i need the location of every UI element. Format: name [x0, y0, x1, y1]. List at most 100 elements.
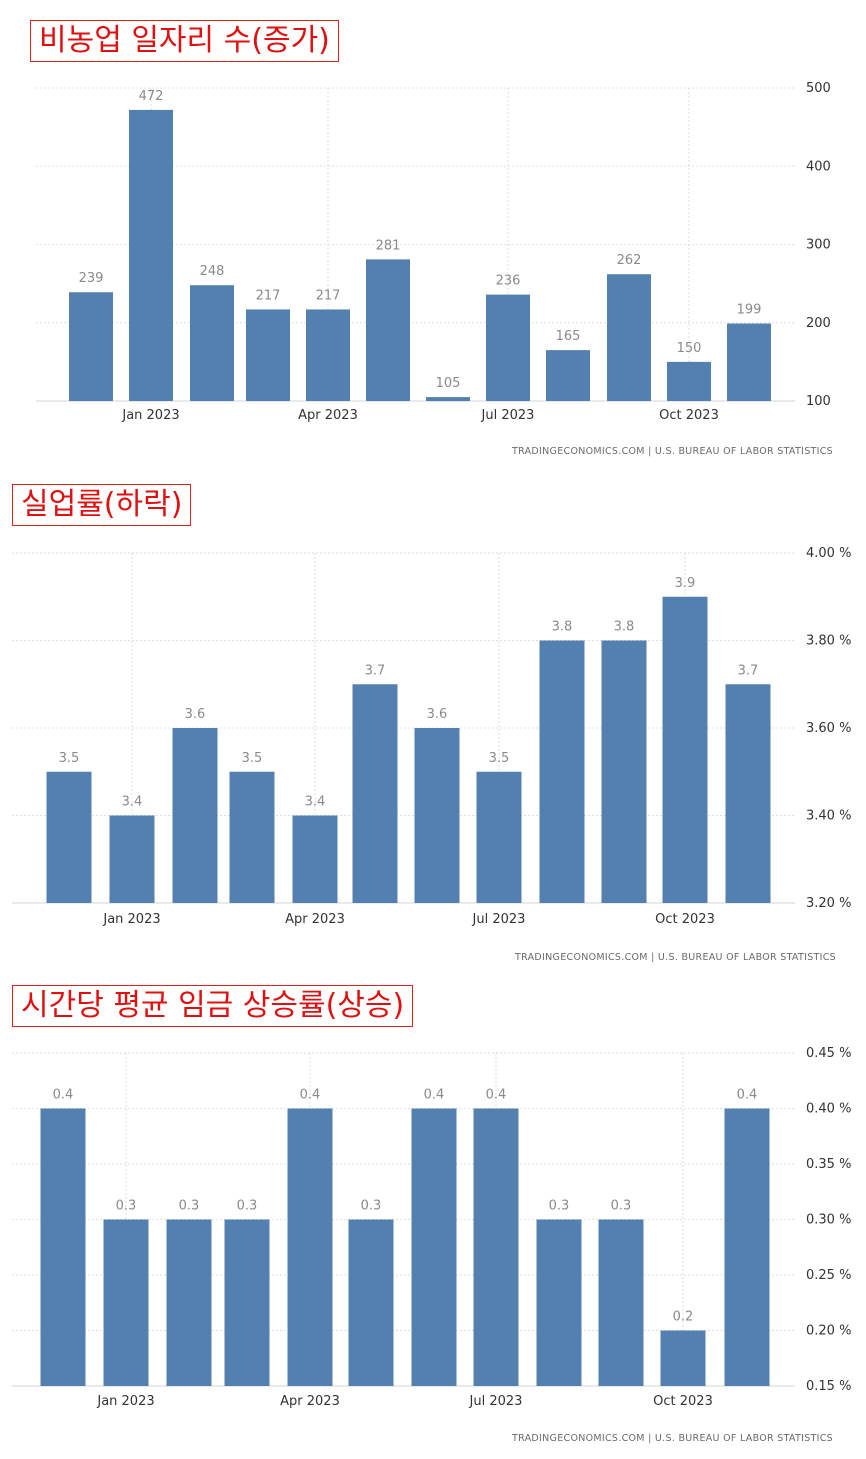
- x-tick-label: Apr 2023: [298, 408, 358, 423]
- bar: [229, 771, 275, 903]
- data-label: 3.4: [122, 795, 143, 810]
- bar: [172, 728, 218, 903]
- bar: [725, 684, 771, 903]
- bar: [601, 640, 647, 903]
- y-tick-label: 0.30 %: [806, 1213, 851, 1228]
- data-label: 0.2: [673, 1310, 694, 1325]
- y-tick-label: 0.35 %: [806, 1157, 851, 1172]
- bar: [103, 1219, 149, 1386]
- x-tick-label: Jul 2023: [481, 408, 535, 423]
- chart-source: TRADINGECONOMICS.COM | U.S. BUREAU OF LA…: [515, 952, 836, 963]
- x-tick-label: Oct 2023: [653, 1394, 713, 1409]
- bar: [727, 323, 771, 401]
- unemployment-rate-chart: 3.20 % 3.40 % 3.60 % 3.80 % 4.00 % 3.5 3.4 3.6 3…: [12, 546, 851, 927]
- bar: [306, 309, 350, 401]
- chart-source: TRADINGECONOMICS.COM | U.S. BUREAU OF LA…: [512, 1433, 833, 1444]
- hourly-earnings-chart: 0.15 % 0.20 % 0.25 % 0.30 % 0.35 % 0.40 % 0.45…: [12, 1046, 851, 1409]
- bar: [46, 771, 92, 903]
- x-tick-label: Oct 2023: [659, 408, 719, 423]
- data-label: 248: [200, 264, 225, 279]
- y-tick-label: 3.20 %: [806, 896, 851, 911]
- chart-title: 실업률(하락): [12, 484, 192, 526]
- data-label: 150: [677, 341, 702, 356]
- chart-panel-nonfarm-payrolls: 비농업 일자리 수(증가) 100 200 300 400 500 239 472 248 21…: [0, 0, 866, 470]
- data-label: 0.4: [486, 1088, 507, 1103]
- data-label: 105: [436, 376, 461, 391]
- bar: [246, 309, 290, 401]
- data-label: 3.9: [675, 576, 696, 591]
- bar: [473, 1108, 519, 1386]
- y-tick-label: 0.45 %: [806, 1046, 851, 1061]
- data-label: 3.4: [305, 795, 326, 810]
- bar: [224, 1219, 270, 1386]
- data-label: 262: [617, 253, 642, 268]
- data-label: 3.5: [242, 751, 263, 766]
- data-label: 0.3: [611, 1199, 632, 1214]
- y-tick-label: 3.80 %: [806, 634, 851, 649]
- bar: [109, 815, 155, 903]
- bar: [667, 361, 711, 401]
- data-label: 3.6: [427, 707, 448, 722]
- data-label: 3.6: [185, 707, 206, 722]
- bar: [352, 684, 398, 903]
- data-label: 199: [737, 303, 762, 318]
- bar: [546, 350, 590, 401]
- y-tick-label: 300: [806, 238, 831, 253]
- data-label: 239: [79, 271, 104, 286]
- bar: [476, 771, 522, 903]
- bar: [287, 1108, 333, 1386]
- data-label: 0.4: [53, 1088, 74, 1103]
- x-tick-label: Jul 2023: [472, 912, 526, 927]
- chart-title: 시간당 평균 임금 상승률(상승): [12, 985, 414, 1027]
- bar: [536, 1219, 582, 1386]
- chart-source: TRADINGECONOMICS.COM | U.S. BUREAU OF LA…: [512, 446, 833, 457]
- data-label: 0.4: [300, 1088, 321, 1103]
- data-label: 0.4: [737, 1088, 758, 1103]
- data-label: 3.5: [489, 751, 510, 766]
- data-label: 0.3: [116, 1199, 137, 1214]
- data-label: 3.8: [614, 620, 635, 635]
- nonfarm-payrolls-chart: 100 200 300 400 500 239 472 248 217 217 281 105 236 1…: [36, 81, 831, 423]
- bar: [292, 815, 338, 903]
- y-tick-label: 500: [806, 81, 831, 96]
- bar: [662, 596, 708, 903]
- x-tick-label: Jan 2023: [102, 912, 160, 927]
- bar: [539, 640, 585, 903]
- data-label: 0.3: [237, 1199, 258, 1214]
- x-tick-label: Apr 2023: [285, 912, 345, 927]
- y-tick-label: 100: [806, 394, 831, 409]
- y-tick-label: 0.20 %: [806, 1324, 851, 1339]
- y-tick-label: 3.60 %: [806, 721, 851, 736]
- data-label: 0.3: [361, 1199, 382, 1214]
- data-label: 236: [496, 274, 521, 289]
- bar: [486, 294, 530, 401]
- y-tick-label: 3.40 %: [806, 809, 851, 824]
- x-tick-label: Jan 2023: [121, 408, 179, 423]
- data-label: 217: [316, 288, 341, 303]
- bar: [129, 109, 173, 401]
- data-label: 281: [376, 238, 401, 253]
- y-tick-label: 4.00 %: [806, 546, 851, 561]
- bar: [598, 1219, 644, 1386]
- bar: [366, 259, 410, 401]
- bar: [69, 292, 113, 401]
- chart-panel-unemployment-rate: 실업률(하락) 3.20 % 3.40 % 3.60 % 3.80 % 4.00 % 3.…: [0, 470, 866, 975]
- data-label: 165: [556, 329, 581, 344]
- y-tick-label: 0.40 %: [806, 1102, 851, 1117]
- bar: [660, 1330, 706, 1386]
- bar: [607, 274, 651, 401]
- bar: [40, 1108, 86, 1386]
- bar: [724, 1108, 770, 1386]
- data-label: 217: [256, 288, 281, 303]
- bar: [166, 1219, 212, 1386]
- bar: [411, 1108, 457, 1386]
- bar: [348, 1219, 394, 1386]
- bar: [414, 728, 460, 903]
- y-tick-label: 0.15 %: [806, 1379, 851, 1394]
- data-label: 3.8: [552, 620, 573, 635]
- data-label: 0.3: [179, 1199, 200, 1214]
- data-label: 0.4: [424, 1088, 445, 1103]
- y-tick-label: 400: [806, 159, 831, 174]
- bar: [426, 397, 470, 402]
- x-tick-label: Apr 2023: [280, 1394, 340, 1409]
